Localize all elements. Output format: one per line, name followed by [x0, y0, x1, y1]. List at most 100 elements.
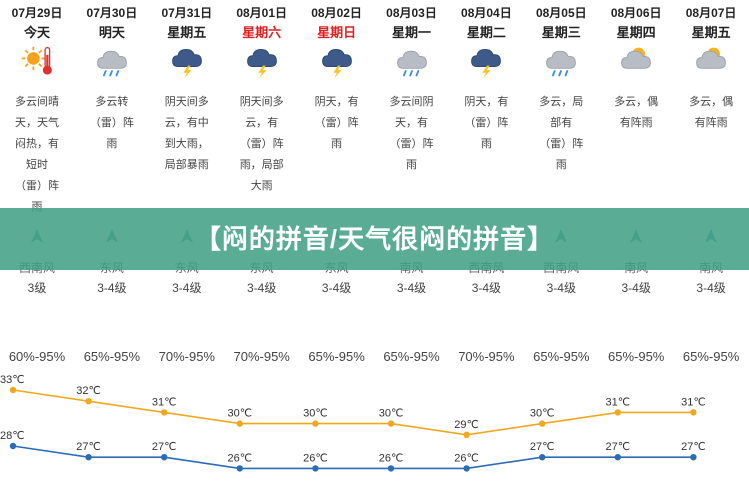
high-temp-label: 29℃	[454, 419, 479, 431]
humidity-range: 65%-95%	[533, 349, 590, 364]
low-temp-label: 26℃	[303, 452, 328, 464]
low-temp-label: 28℃	[0, 430, 25, 442]
low-temp-label: 27℃	[606, 441, 631, 453]
partly-cloudy-icon	[696, 47, 726, 69]
wind-level: 3级	[27, 281, 47, 295]
humidity-range: 65%-95%	[682, 349, 740, 364]
humidity-range: 65%-95%	[383, 349, 440, 364]
high-temp-point	[539, 420, 546, 427]
thunderstorm-icon	[471, 48, 502, 79]
humidity-range: 70%-95%	[158, 349, 215, 364]
low-temp-point	[614, 454, 621, 461]
humidity-range: 65%-95%	[608, 349, 665, 364]
high-temp-label: 31℃	[152, 396, 177, 408]
weather-description: 阴天，有 （雷）阵 雨	[464, 96, 509, 150]
banner-title: 【闷的拼音/天气很闷的拼音】	[194, 224, 555, 254]
day-date: 07月31日	[161, 6, 213, 20]
high-temp-point	[312, 420, 319, 427]
weather-description: 多云转 （雷）阵 雨	[89, 96, 134, 150]
day-date: 08月02日	[311, 6, 362, 20]
low-temp-label: 27℃	[681, 441, 706, 453]
day-date: 08月01日	[236, 6, 288, 20]
low-temp-point	[85, 454, 92, 461]
weather-description: 多云，偶 有阵雨	[614, 96, 659, 129]
day-weekday: 星期六	[242, 25, 282, 40]
weather-description: 多云，局 部有 （雷）阵 雨	[539, 96, 584, 171]
low-temp-point	[9, 442, 17, 450]
low-temp-label: 26℃	[454, 452, 479, 464]
wind-level: 3-4级	[247, 281, 277, 295]
high-temp-label: 30℃	[228, 408, 253, 420]
low-temp-point	[690, 454, 697, 461]
wind-level: 3-4级	[621, 281, 651, 295]
day-weekday: 星期三	[541, 25, 581, 40]
weather-description: 阴天间多 云，有 （雷）阵 雨，局部 大雨	[239, 96, 284, 192]
high-temp-point	[236, 420, 243, 427]
low-temp-point	[463, 465, 470, 472]
high-temp-label: 30℃	[303, 408, 328, 420]
title-banner: 【闷的拼音/天气很闷的拼音】	[0, 208, 749, 270]
day-weekday: 星期五	[691, 25, 731, 40]
low-temp-point	[387, 465, 395, 472]
day-weekday: 星期五	[167, 25, 207, 40]
high-temp-point	[161, 409, 168, 416]
low-temp-label: 26℃	[379, 452, 404, 464]
high-temp-label: 30℃	[530, 408, 555, 420]
weather-description: 多云，偶 有阵雨	[689, 96, 734, 129]
partly-cloudy-icon	[621, 47, 652, 69]
day-date: 08月07日	[685, 6, 737, 20]
cloud-rain-icon	[396, 50, 427, 77]
low-temp-label: 27℃	[76, 441, 101, 453]
day-date: 07月30日	[86, 6, 138, 20]
high-temp-label: 31℃	[606, 396, 631, 408]
high-temp-point	[463, 431, 470, 438]
wind-level: 3-4级	[97, 281, 127, 295]
high-temp-label: 33℃	[0, 374, 25, 386]
wind-level: 3-4级	[321, 281, 352, 295]
wind-level: 3-4级	[396, 281, 427, 295]
day-date: 08月04日	[461, 6, 512, 20]
weather-description: 阴天，有 （雷）阵 雨	[314, 96, 359, 150]
wind-level: 3-4级	[696, 281, 726, 295]
day-date: 07月29日	[11, 6, 63, 20]
low-temp-label: 27℃	[530, 441, 555, 453]
high-temp-point	[387, 420, 395, 427]
low-temp-point	[539, 454, 546, 461]
cloud-rain-icon	[546, 50, 577, 77]
high-temp-point	[614, 409, 621, 416]
day-weekday: 星期四	[616, 25, 656, 40]
low-temp-line	[12, 445, 694, 470]
low-temp-point	[161, 454, 168, 461]
weather-description: 多云间晴 天，天气 闷热，有 短时 （雷）阵 雨	[15, 96, 59, 213]
day-date: 08月05日	[535, 6, 587, 20]
weather-description: 阴天间多 云，有中 到大雨， 局部暴雨	[164, 96, 209, 171]
humidity-range: 65%-95%	[308, 349, 365, 364]
humidity-range: 70%-95%	[233, 349, 290, 364]
high-temp-label: 32℃	[76, 385, 101, 397]
thunderstorm-icon	[321, 48, 352, 79]
high-temp-point	[9, 386, 17, 394]
wind-level: 3-4级	[471, 281, 502, 295]
high-temp-label: 31℃	[681, 396, 706, 408]
humidity-range: 70%-95%	[458, 349, 515, 364]
thunderstorm-icon	[246, 48, 277, 79]
low-temp-label: 27℃	[152, 441, 177, 453]
low-temp-point	[312, 465, 319, 472]
day-date: 08月03日	[386, 6, 437, 20]
day-date: 08月06日	[610, 6, 662, 20]
temperature-chart: 33℃ 32℃ 31℃ 30℃ 30℃ 30℃ 29℃ 30℃ 31℃ 31℃ 28℃ 27℃ 27℃ 2…	[0, 374, 706, 472]
high-temp-point	[690, 409, 697, 416]
day-weekday: 星期二	[466, 25, 506, 40]
high-temp-point	[85, 398, 92, 405]
wind-level: 3-4级	[172, 281, 202, 295]
high-temp-line	[12, 389, 694, 436]
thunderstorm-icon	[171, 48, 202, 79]
humidity-range: 65%-95%	[83, 349, 141, 364]
low-temp-point	[236, 465, 243, 472]
day-weekday: 明天	[98, 25, 125, 40]
wind-level: 3-4级	[546, 281, 576, 295]
day-weekday: 今天	[23, 25, 50, 40]
humidity-range: 60%-95%	[8, 349, 66, 364]
low-temp-label: 26℃	[228, 452, 253, 464]
day-weekday: 星期日	[317, 25, 357, 40]
